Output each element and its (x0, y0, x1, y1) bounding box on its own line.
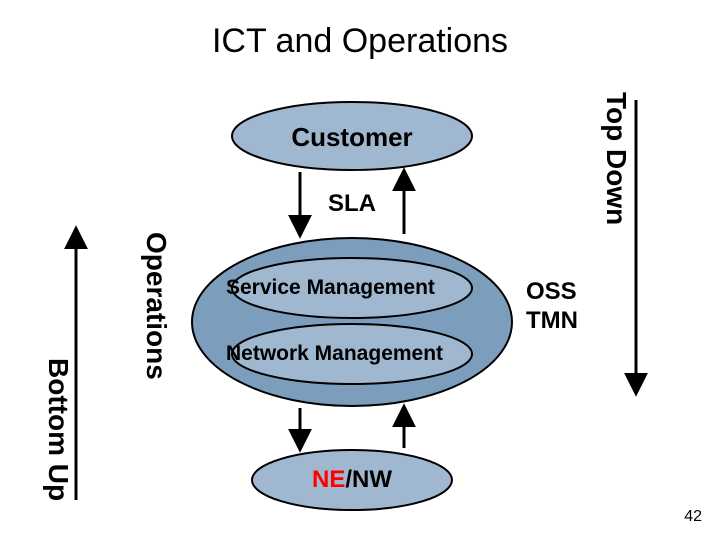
bottomup-label: Bottom Up (42, 358, 74, 501)
oss-tmn-label: OSS TMN (526, 278, 578, 336)
nw-text: /NW (345, 466, 392, 493)
nenw-label: NE/NW (252, 466, 452, 494)
ne-text: NE (312, 466, 345, 493)
topdown-label: Top Down (600, 92, 632, 225)
oss-text: OSS (526, 278, 578, 307)
sla-label: SLA (328, 190, 376, 218)
tmn-text: TMN (526, 307, 578, 336)
customer-label: Customer (232, 122, 472, 153)
service-mgmt-label: Service Management (220, 276, 496, 300)
page-number: 42 (684, 508, 702, 526)
diagram-canvas (0, 0, 720, 540)
network-mgmt-label: Network Management (220, 342, 496, 366)
operations-label: Operations (140, 232, 172, 380)
